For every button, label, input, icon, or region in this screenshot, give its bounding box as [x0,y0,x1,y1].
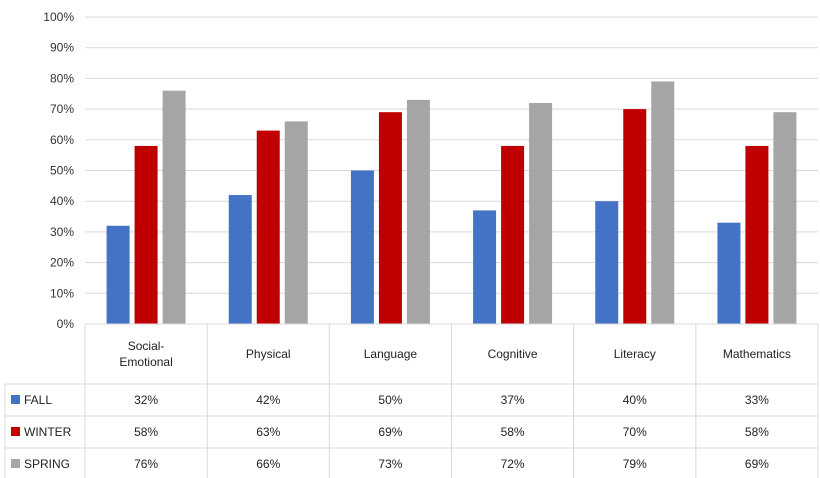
data-table-cell: 70% [623,425,647,439]
bar-fall [106,225,130,324]
bar-spring [773,112,797,324]
category-label: Cognitive [488,347,538,361]
bar-fall [473,210,497,324]
bar-spring [406,99,430,324]
category-label: Physical [246,347,291,361]
legend-label: SPRING [24,457,70,471]
y-tick-label: 60% [50,133,74,147]
bar-winter [256,130,280,324]
data-table-cell: 33% [745,393,769,407]
legend-key-winter [11,427,20,436]
bar-winter [501,145,525,324]
data-table-cell: 79% [623,457,647,471]
data-table-cell: 72% [501,457,525,471]
data-table-cell: 66% [256,457,280,471]
category-label: Emotional [119,355,172,369]
data-table-cell: 69% [745,457,769,471]
y-tick-label: 30% [50,225,74,239]
category-label: Literacy [614,347,656,361]
y-tick-label: 100% [43,10,74,24]
category-label: Social- [128,339,165,353]
data-table-cell: 58% [745,425,769,439]
data-table-cell: 42% [256,393,280,407]
bar-winter [378,112,402,324]
category-label: Mathematics [723,347,791,361]
y-tick-label: 10% [50,286,74,300]
data-table-cell: 73% [378,457,402,471]
legend-label: FALL [24,393,52,407]
y-tick-label: 80% [50,71,74,85]
data-table-cell: 37% [501,393,525,407]
data-table-cell: 50% [378,393,402,407]
bar-winter [623,109,647,324]
bar-spring [162,90,186,325]
legend-key-spring [11,459,20,468]
bar-spring [651,81,675,324]
data-table-cell: 58% [501,425,525,439]
bar-fall [228,195,252,324]
bar-spring [284,121,308,324]
y-tick-label: 40% [50,194,74,208]
bar-fall [595,201,619,324]
bar-winter [134,145,158,324]
data-table-cell: 58% [134,425,158,439]
y-tick-label: 70% [50,102,74,116]
bar-winter [745,145,769,324]
data-table-cell: 40% [623,393,647,407]
y-tick-label: 0% [57,317,75,331]
data-table-cell: 76% [134,457,158,471]
data-table-cell: 63% [256,425,280,439]
legend-key-fall [11,395,20,404]
y-tick-label: 90% [50,41,74,55]
y-tick-label: 50% [50,164,74,178]
category-label: Language [364,347,418,361]
data-table-cell: 32% [134,393,158,407]
legend-label: WINTER [24,425,72,439]
bar-fall [717,222,741,324]
data-table-cell: 69% [378,425,402,439]
bar-spring [529,102,553,325]
bar-fall [350,170,374,324]
y-tick-label: 20% [50,256,74,270]
